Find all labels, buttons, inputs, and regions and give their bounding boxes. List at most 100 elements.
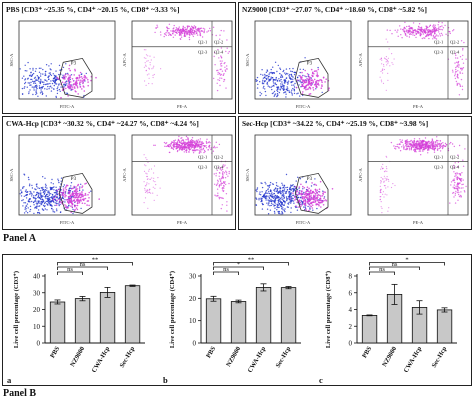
event-dot xyxy=(191,29,194,31)
event-dot xyxy=(307,190,310,193)
event-dot xyxy=(398,146,400,148)
event-dot xyxy=(19,68,21,70)
event-dot xyxy=(436,28,438,30)
event-dot xyxy=(267,195,269,197)
event-dot xyxy=(271,196,274,198)
event-dot xyxy=(76,80,78,82)
event-dot xyxy=(289,193,291,195)
event-dot xyxy=(380,182,382,184)
event-dot xyxy=(281,83,284,85)
event-dot xyxy=(273,90,276,93)
event-dot xyxy=(44,208,46,210)
event-dot xyxy=(70,89,72,91)
event-dot xyxy=(280,83,282,85)
event-dot xyxy=(64,190,67,193)
event-dot xyxy=(385,89,387,91)
event-dot xyxy=(457,64,459,66)
event-dot xyxy=(459,85,462,87)
event-dot xyxy=(19,193,21,195)
event-dot xyxy=(44,189,47,191)
event-dot xyxy=(407,145,409,148)
event-dot xyxy=(217,166,219,169)
event-dot xyxy=(267,192,269,194)
event-dot xyxy=(26,203,29,205)
event-dot xyxy=(268,192,271,195)
event-dot xyxy=(314,81,317,83)
event-dot xyxy=(21,87,24,90)
plot-frame xyxy=(131,20,233,100)
event-dot xyxy=(462,54,464,57)
event-dot xyxy=(223,30,225,32)
event-dot xyxy=(459,182,461,184)
event-dot xyxy=(35,188,37,191)
event-dot xyxy=(41,189,43,191)
event-dot xyxy=(198,152,201,154)
event-dot xyxy=(199,138,202,140)
event-dot xyxy=(301,192,303,195)
event-dot xyxy=(386,29,388,31)
event-dot xyxy=(267,85,269,87)
event-dot xyxy=(290,202,292,204)
event-dot xyxy=(380,180,382,182)
event-dot xyxy=(259,81,261,83)
event-dot xyxy=(62,200,64,203)
event-dot xyxy=(315,86,318,88)
event-dot xyxy=(453,164,455,167)
event-dot xyxy=(218,72,221,74)
event-dot xyxy=(199,28,201,30)
event-dot xyxy=(457,161,460,163)
event-dot xyxy=(148,68,150,70)
y-tick-label: 40 xyxy=(33,273,41,281)
event-dot xyxy=(302,195,304,198)
event-dot xyxy=(62,197,65,200)
event-dot xyxy=(276,93,279,95)
event-dot xyxy=(45,185,47,187)
event-dot xyxy=(29,193,31,195)
event-dot xyxy=(165,142,168,144)
event-dot xyxy=(35,89,37,91)
event-dot xyxy=(214,147,216,149)
event-dot xyxy=(52,200,54,202)
event-dot xyxy=(309,205,311,207)
event-dot xyxy=(460,178,463,180)
y-axis-label: APC-A xyxy=(122,168,127,182)
event-dot xyxy=(282,192,284,194)
event-dot xyxy=(84,75,87,78)
event-dot xyxy=(456,172,458,174)
event-dot xyxy=(403,31,406,33)
event-dot xyxy=(387,178,390,181)
event-dot xyxy=(274,202,276,204)
y-tick-label: 8 xyxy=(349,273,353,281)
event-dot xyxy=(283,84,285,87)
bar xyxy=(49,301,66,344)
event-dot xyxy=(153,177,155,179)
event-dot xyxy=(58,196,61,199)
event-dot xyxy=(316,189,318,191)
event-dot xyxy=(455,66,457,69)
event-dot xyxy=(285,88,288,90)
event-dot xyxy=(281,202,284,204)
event-dot xyxy=(292,67,294,70)
event-dot xyxy=(425,147,427,149)
event-dot xyxy=(60,86,62,88)
event-dot xyxy=(287,202,289,205)
event-dot xyxy=(264,90,267,93)
event-dot xyxy=(304,206,306,208)
event-dot xyxy=(53,81,56,83)
event-dot xyxy=(406,35,408,37)
event-dot xyxy=(435,34,438,36)
event-dot xyxy=(288,76,291,78)
event-dot xyxy=(311,75,314,78)
event-dot xyxy=(38,85,41,87)
event-dot xyxy=(218,175,220,177)
event-dot xyxy=(454,181,456,184)
event-dot xyxy=(454,175,456,177)
event-dot xyxy=(146,189,148,191)
event-dot xyxy=(316,194,319,197)
event-dot xyxy=(281,88,283,90)
event-dot xyxy=(22,186,24,188)
event-dot xyxy=(288,75,290,77)
event-dot xyxy=(380,188,382,190)
event-dot xyxy=(197,144,200,147)
